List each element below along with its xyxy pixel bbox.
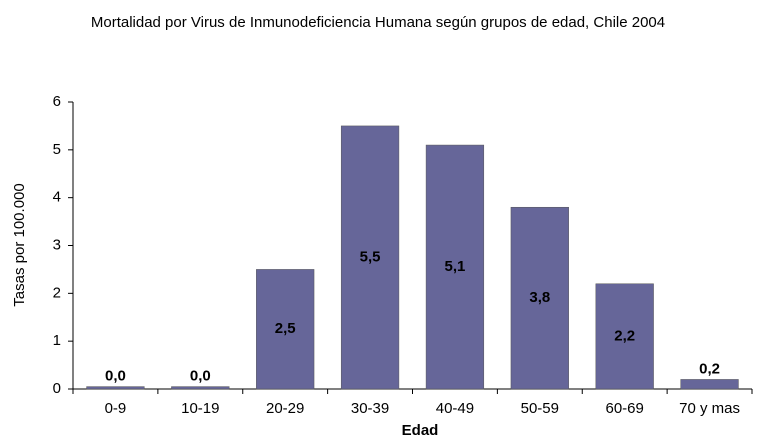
x-tick-label: 40-49 (436, 400, 474, 417)
y-axis-title: Tasas por 100.000 (11, 183, 28, 306)
x-tick-label: 70 y mas (679, 400, 740, 417)
bar (256, 269, 315, 390)
bar (680, 379, 739, 390)
x-tick-label: 60-69 (606, 400, 644, 417)
y-tick-label: 0 (53, 380, 61, 397)
value-label: 5,1 (445, 258, 466, 275)
x-tick-label: 30-39 (351, 400, 389, 417)
x-tick-label: 10-19 (181, 400, 219, 417)
x-tick-label: 50-59 (521, 400, 559, 417)
value-label: 5,5 (360, 248, 381, 265)
value-label: 2,2 (614, 327, 635, 344)
value-label: 0,0 (190, 368, 211, 385)
value-label: 3,8 (529, 289, 550, 306)
y-tick-label: 1 (53, 332, 61, 349)
y-tick-label: 2 (53, 284, 61, 301)
y-tick-label: 5 (53, 141, 61, 158)
value-label: 2,5 (275, 320, 296, 337)
bar (340, 125, 400, 390)
bar (510, 206, 569, 390)
bar (86, 386, 145, 390)
bar (595, 283, 654, 390)
x-tick-label: 0-9 (105, 400, 127, 417)
y-tick-label: 6 (53, 93, 61, 110)
bar (425, 144, 485, 390)
value-label: 0,0 (105, 368, 126, 385)
y-tick-label: 3 (53, 236, 61, 253)
chart-title: Mortalidad por Virus de Inmunodeficienci… (90, 14, 666, 31)
y-tick-label: 4 (53, 189, 61, 206)
x-tick-label: 20-29 (266, 400, 304, 417)
x-axis-title: Edad (402, 422, 439, 439)
value-label: 0,2 (699, 360, 720, 377)
bar (171, 386, 230, 390)
